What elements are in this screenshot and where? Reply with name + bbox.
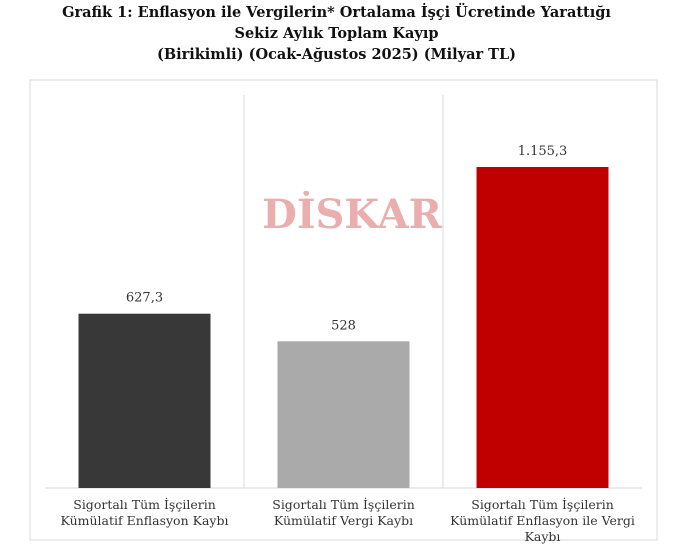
title-line: (Birikimli) (Ocak-Ağustos 2025) (Milyar … [156,46,516,63]
chart-title: Grafik 1: Enflasyon ile Vergilerin* Orta… [0,2,673,65]
bar [476,167,609,488]
title-line: Grafik 1: Enflasyon ile Vergilerin* Orta… [62,4,611,21]
bar [78,313,211,488]
x-tick-label: Sigortalı Tüm İşçilerin Kümülatif Enflas… [450,497,635,544]
x-tick-label: Sigortalı Tüm İşçilerin Kümülatif Enflas… [60,497,229,528]
x-tick-label: Sigortalı Tüm İşçilerin Kümülatif Vergi … [272,497,415,528]
data-label: 627,3 [126,291,163,306]
data-label: 528 [331,318,356,333]
watermark: DİSKAR [262,191,442,238]
title-line: Sekiz Aylık Toplam Kayıp [234,25,439,42]
bar [277,341,410,488]
frame [29,79,658,541]
data-label: 1.155,3 [518,144,568,159]
